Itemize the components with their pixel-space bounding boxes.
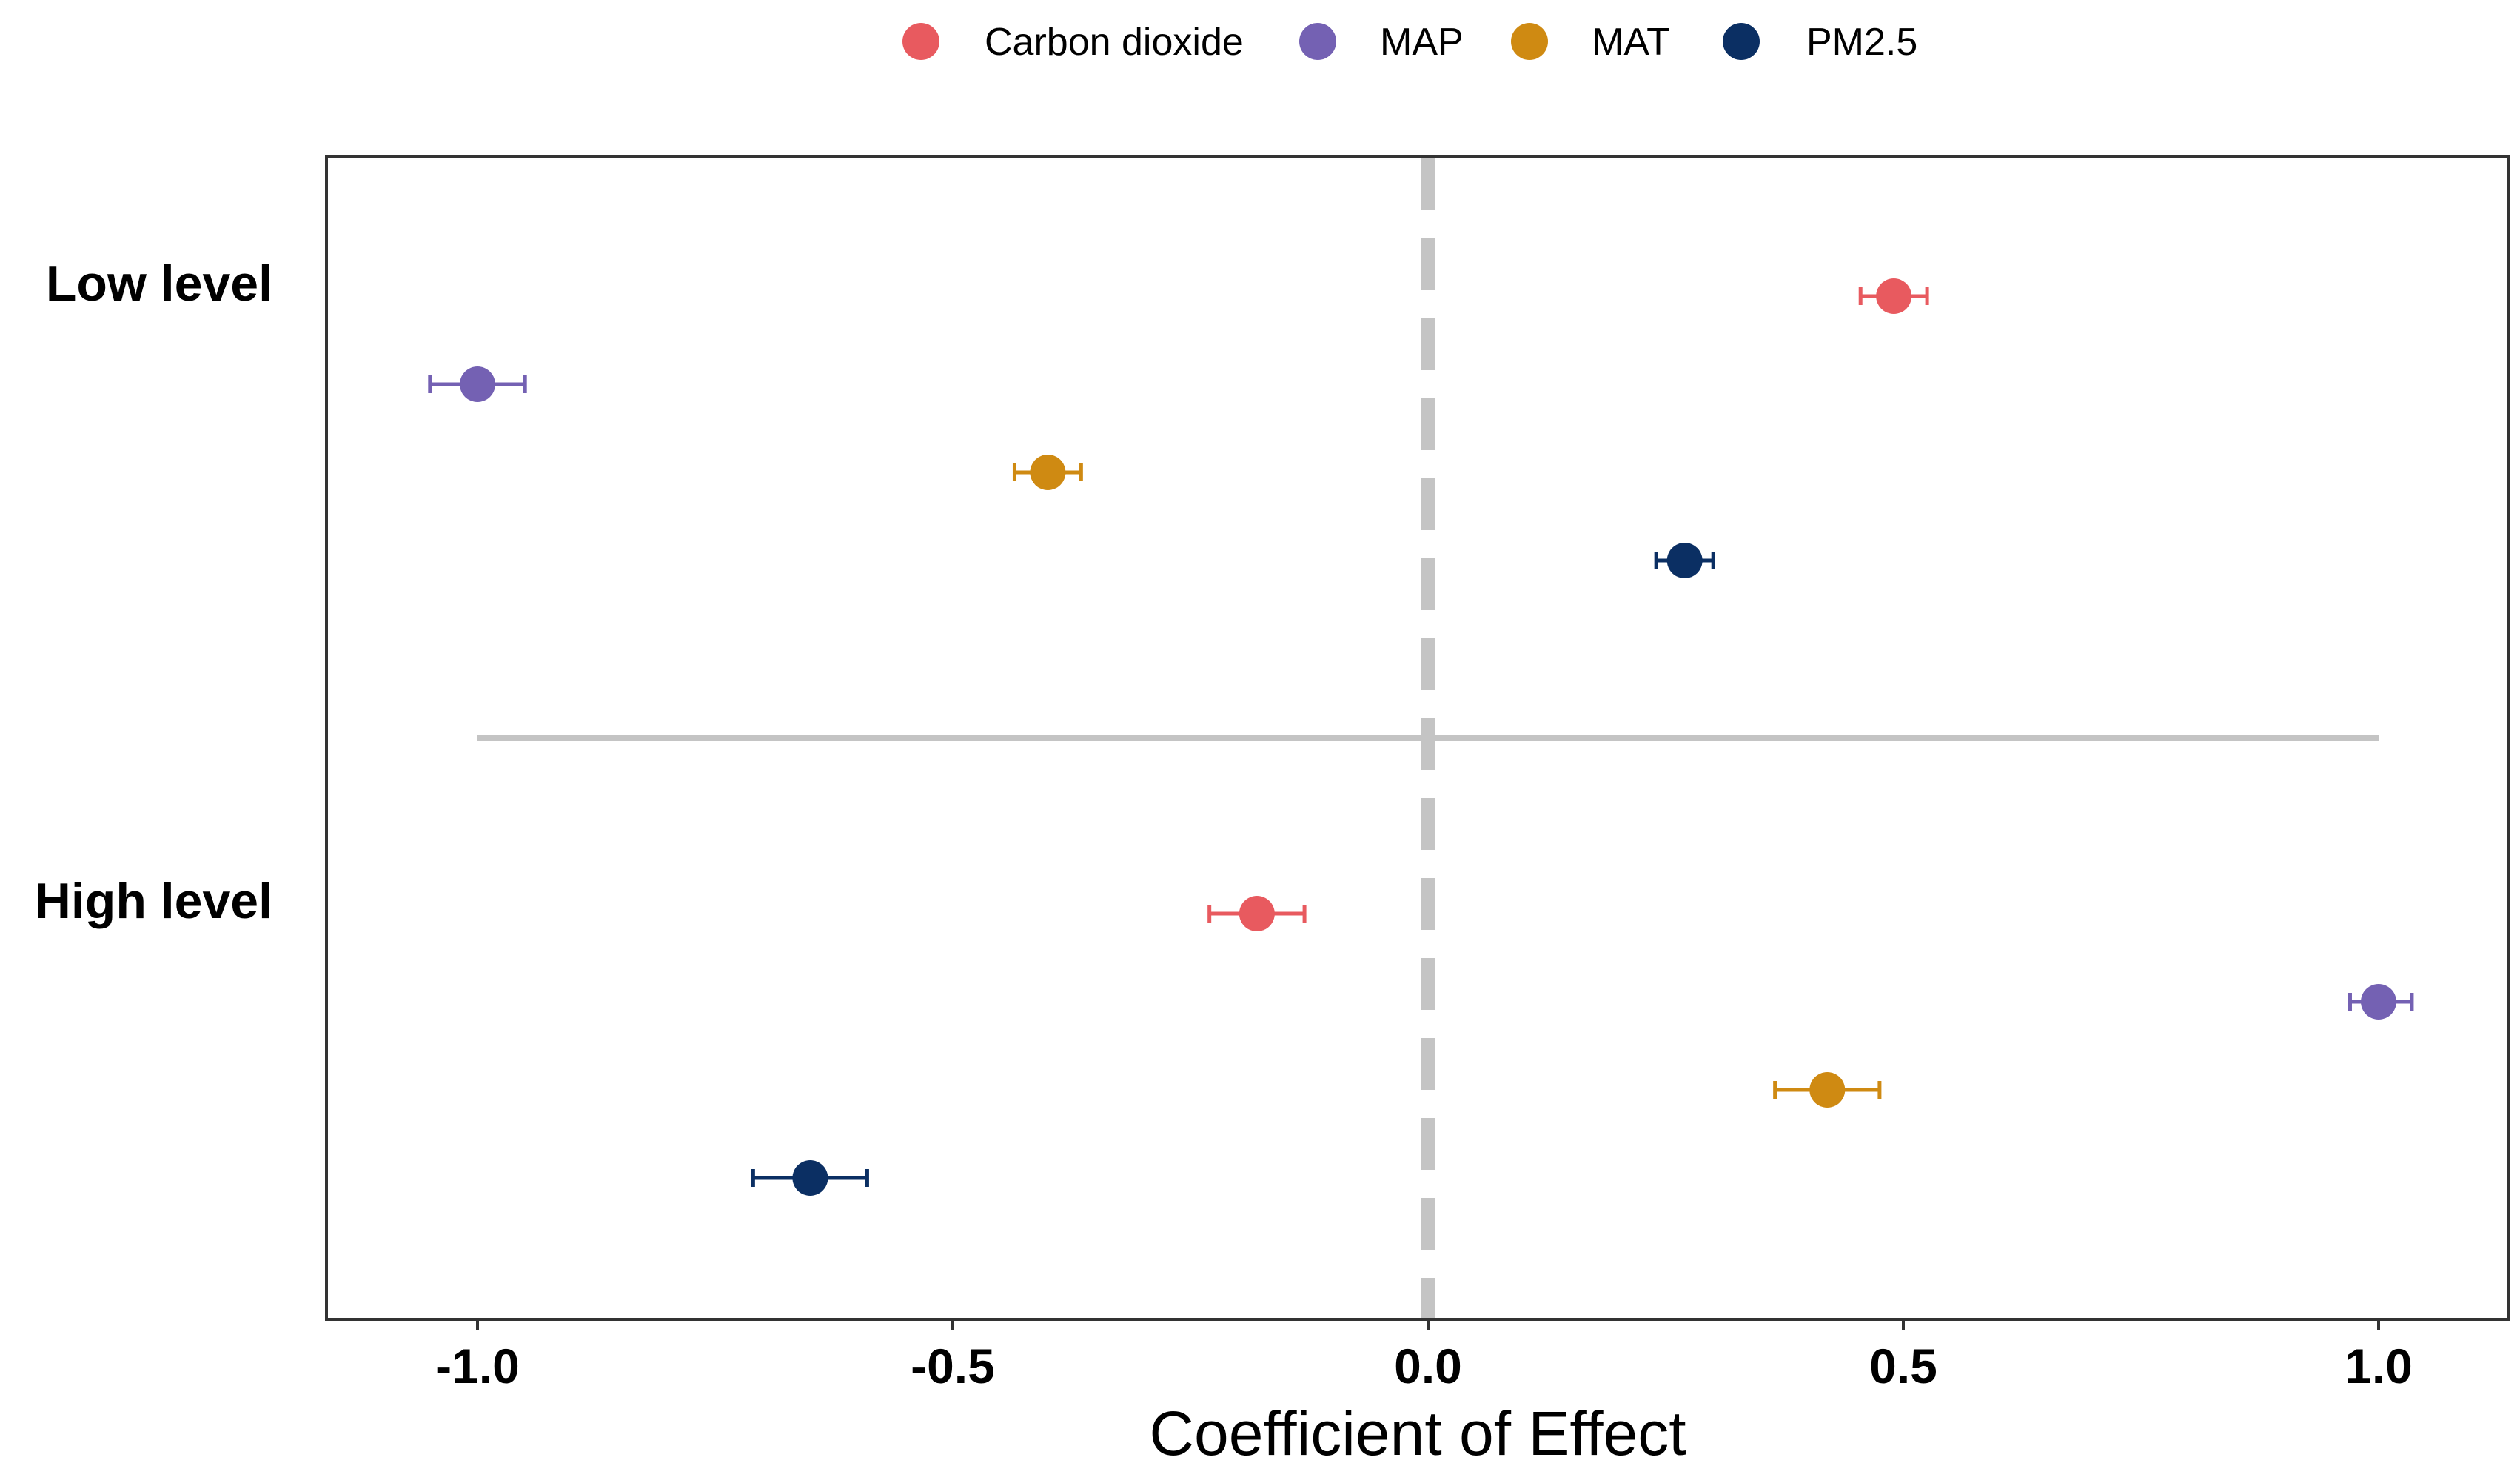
legend-swatch	[1299, 23, 1336, 60]
point-pm2-5-low-level	[1654, 543, 1715, 578]
reference-lines	[477, 158, 2379, 1318]
estimate-point	[1239, 896, 1275, 931]
x-tick-label: -0.5	[911, 1339, 995, 1393]
legend-label: Carbon dioxide	[985, 21, 1244, 64]
legend-item-carbon-dioxide: Carbon dioxide	[902, 21, 1244, 64]
x-axis-title: Coefficient of Effect	[1149, 1399, 1686, 1468]
point-carbon-dioxide-high-level	[1207, 896, 1307, 931]
legend-swatch	[1723, 23, 1760, 60]
legend-swatch	[1511, 23, 1548, 60]
estimate-point	[1809, 1072, 1846, 1108]
legend-label: MAP	[1380, 21, 1464, 64]
legend-item-mat: MAT	[1511, 21, 1670, 64]
point-mat-high-level	[1773, 1072, 1882, 1108]
x-tick-label: 0.5	[1869, 1339, 1937, 1393]
x-tick-label: 1.0	[2345, 1339, 2413, 1393]
legend-label: MAT	[1592, 21, 1670, 64]
point-map-high-level	[2348, 984, 2414, 1020]
point-pm2-5-high-level	[751, 1160, 869, 1196]
legend-item-pm2-5: PM2.5	[1723, 21, 1917, 64]
point-carbon-dioxide-low-level	[1858, 278, 1929, 314]
point-mat-low-level	[1012, 455, 1083, 490]
group-label-low-level: Low level	[46, 255, 272, 312]
estimate-point	[1876, 278, 1912, 314]
x-tick-label: -1.0	[435, 1339, 520, 1393]
data-marks	[428, 278, 2414, 1196]
legend-label: PM2.5	[1806, 21, 1917, 64]
group-label-high-level: High level	[35, 873, 272, 929]
estimate-point	[1666, 543, 1703, 578]
legend: Carbon dioxide MAP MAT PM2.5	[902, 21, 1917, 64]
x-tick-label: 0.0	[1394, 1339, 1462, 1393]
point-map-low-level	[428, 366, 527, 402]
group-labels: Low level High level	[35, 255, 272, 929]
estimate-point	[1030, 455, 1066, 490]
estimate-point	[792, 1160, 828, 1196]
estimate-point	[2361, 984, 2396, 1020]
legend-swatch	[902, 23, 939, 60]
estimate-point	[460, 366, 495, 402]
legend-item-map: MAP	[1299, 21, 1464, 64]
x-axis-ticks: -1.0 -0.5 0.0 0.5 1.0	[435, 1319, 2413, 1393]
